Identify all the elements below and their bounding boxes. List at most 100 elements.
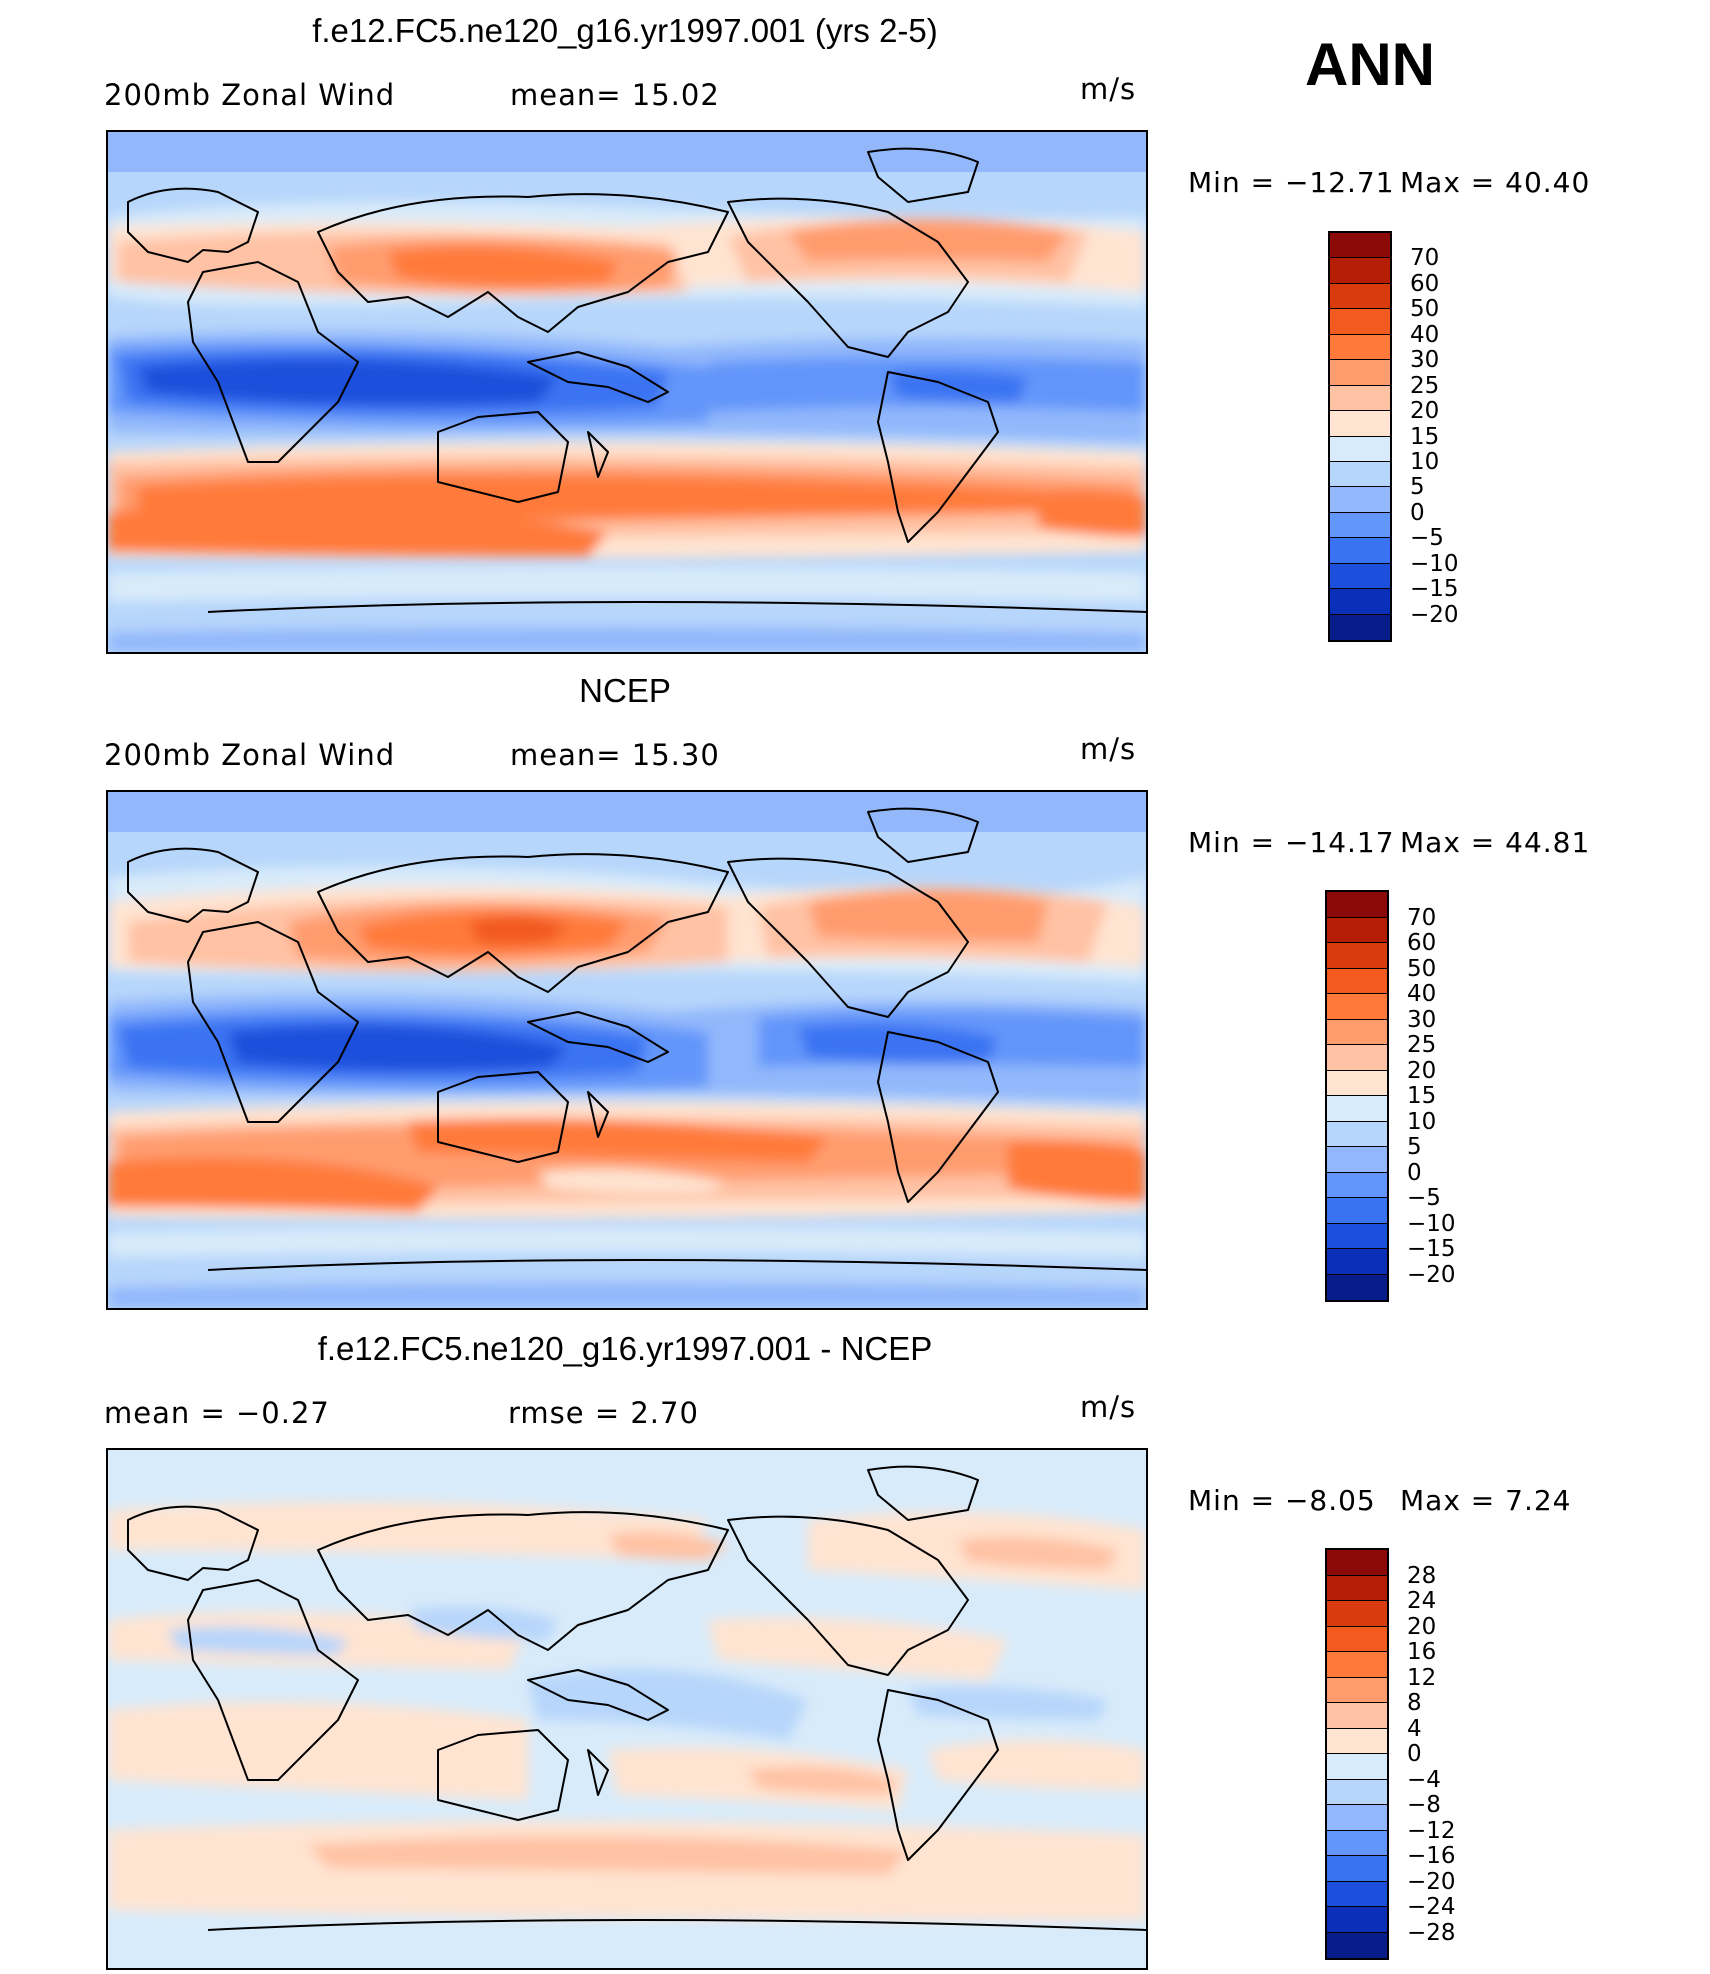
colorbar-swatch — [1327, 968, 1387, 994]
panel-model-mean-label: mean= 15.02 — [510, 78, 720, 112]
panel-model-map — [106, 130, 1148, 654]
colorbar-tick-label: −10 — [1410, 550, 1459, 577]
panel-obs-colorbar — [1325, 890, 1389, 1302]
colorbar-swatch — [1327, 1805, 1387, 1831]
colorbar-tick-label: 70 — [1407, 904, 1437, 931]
colorbar-tick-label: 60 — [1410, 270, 1440, 297]
colorbar-tick-label: −5 — [1410, 525, 1444, 552]
colorbar-tick-label: 4 — [1407, 1715, 1422, 1742]
panel-diff-title: f.e12.FC5.ne120_g16.yr1997.001 - NCEP — [317, 1330, 933, 1367]
colorbar-tick-label: −4 — [1407, 1766, 1441, 1793]
colorbar-tick-label: −10 — [1407, 1210, 1456, 1237]
colorbar-tick-label: 20 — [1407, 1057, 1437, 1084]
colorbar-swatch — [1330, 563, 1390, 590]
panel-model-variable-label: 200mb Zonal Wind — [104, 78, 396, 112]
panel-diff-units: m/s — [1080, 1390, 1137, 1424]
colorbar-tick-label: 25 — [1407, 1032, 1437, 1058]
colorbar-swatch — [1327, 1754, 1387, 1780]
colorbar-tick-label: −20 — [1410, 601, 1459, 628]
colorbar-tick-label: 0 — [1407, 1741, 1422, 1767]
colorbar-tick-label: 20 — [1407, 1613, 1437, 1640]
colorbar-swatch — [1330, 360, 1390, 386]
colorbar-tick-label: 28 — [1407, 1562, 1437, 1589]
colorbar-swatch — [1327, 994, 1387, 1020]
colorbar-swatch — [1327, 1856, 1387, 1882]
colorbar-swatch — [1327, 1575, 1387, 1601]
panel-obs-max: Max = 44.81 — [1400, 826, 1591, 859]
colorbar-swatch — [1330, 258, 1390, 284]
colorbar-swatch — [1327, 943, 1387, 969]
colorbar-tick-label: 10 — [1410, 448, 1440, 475]
colorbar-swatch — [1327, 1652, 1387, 1678]
colorbar-tick-label: 5 — [1410, 474, 1425, 501]
colorbar-tick-label: −16 — [1407, 1843, 1456, 1869]
panel-diff-max: Max = 7.24 — [1400, 1484, 1572, 1517]
panel-obs-mean-label: mean= 15.30 — [510, 738, 720, 772]
colorbar-tick-label: 60 — [1407, 930, 1437, 956]
colorbar-swatch — [1327, 1677, 1387, 1703]
colorbar-tick-label: 10 — [1407, 1108, 1437, 1135]
colorbar-swatch — [1327, 1550, 1387, 1576]
colorbar-tick-label: 40 — [1407, 981, 1437, 1007]
colorbar-tick-label: 50 — [1410, 296, 1440, 323]
panel-diff-map — [106, 1448, 1148, 1970]
colorbar-swatch — [1330, 614, 1390, 640]
colorbar-swatch — [1327, 892, 1387, 918]
colorbar-tick-label: −24 — [1407, 1894, 1456, 1920]
colorbar-swatch — [1330, 538, 1390, 564]
panel-obs-units: m/s — [1080, 732, 1137, 766]
colorbar-tick-label: 30 — [1410, 347, 1440, 374]
colorbar-tick-label: −8 — [1407, 1792, 1441, 1818]
colorbar-swatch — [1327, 1932, 1387, 1958]
panel-obs-variable-label: 200mb Zonal Wind — [104, 738, 396, 772]
colorbar-swatch — [1327, 1907, 1387, 1933]
colorbar-tick-label: −28 — [1407, 1919, 1456, 1946]
colorbar-tick-label: −5 — [1407, 1185, 1441, 1211]
colorbar-swatch — [1330, 487, 1390, 513]
panel-diff-mean-label: mean = −0.27 — [104, 1396, 330, 1430]
colorbar-swatch — [1330, 233, 1390, 259]
colorbar-tick-label: −15 — [1407, 1236, 1456, 1262]
colorbar-swatch — [1327, 1172, 1387, 1198]
colorbar-swatch — [1327, 1703, 1387, 1729]
colorbar-tick-label: 50 — [1407, 955, 1437, 982]
colorbar-swatch — [1327, 1070, 1387, 1096]
colorbar-tick-label: 16 — [1407, 1639, 1437, 1665]
panel-model-title: f.e12.FC5.ne120_g16.yr1997.001 (yrs 2-5) — [312, 12, 938, 49]
colorbar-tick-label: −12 — [1407, 1817, 1456, 1844]
colorbar-swatch — [1327, 1728, 1387, 1754]
colorbar-tick-label: 8 — [1407, 1690, 1422, 1716]
panel-diff-colorbar — [1325, 1548, 1389, 1960]
colorbar-tick-label: 0 — [1410, 499, 1425, 526]
colorbar-swatch — [1327, 1881, 1387, 1907]
colorbar-tick-label: −20 — [1407, 1261, 1456, 1288]
colorbar-swatch — [1327, 1626, 1387, 1652]
colorbar-tick-label: −15 — [1410, 576, 1459, 603]
colorbar-swatch — [1327, 1147, 1387, 1173]
colorbar-swatch — [1330, 309, 1390, 335]
colorbar-tick-label: 70 — [1410, 245, 1440, 272]
colorbar-swatch — [1327, 1223, 1387, 1249]
colorbar-swatch — [1327, 1019, 1387, 1045]
colorbar-swatch — [1327, 1198, 1387, 1224]
panel-model-colorbar — [1328, 231, 1392, 642]
colorbar-tick-label: 40 — [1410, 321, 1440, 348]
colorbar-swatch — [1327, 1249, 1387, 1275]
colorbar-swatch — [1327, 1045, 1387, 1071]
colorbar-swatch — [1327, 1830, 1387, 1856]
season-label: ANN — [1305, 31, 1435, 98]
colorbar-swatch — [1330, 283, 1390, 310]
panel-diff-rmse-label: rmse = 2.70 — [508, 1396, 699, 1430]
panel-obs-min: Min = −14.17 — [1188, 826, 1395, 859]
colorbar-swatch — [1330, 589, 1390, 615]
colorbar-tick-label: 15 — [1410, 423, 1440, 450]
panel-diff-min: Min = −8.05 — [1188, 1484, 1376, 1517]
colorbar-swatch — [1327, 917, 1387, 943]
colorbar-tick-label: 15 — [1407, 1083, 1437, 1109]
colorbar-swatch — [1330, 461, 1390, 488]
colorbar-swatch — [1330, 512, 1390, 539]
panel-model-max: Max = 40.40 — [1400, 166, 1591, 199]
colorbar-swatch — [1327, 1779, 1387, 1805]
colorbar-swatch — [1327, 1274, 1387, 1300]
colorbar-swatch — [1330, 334, 1390, 361]
